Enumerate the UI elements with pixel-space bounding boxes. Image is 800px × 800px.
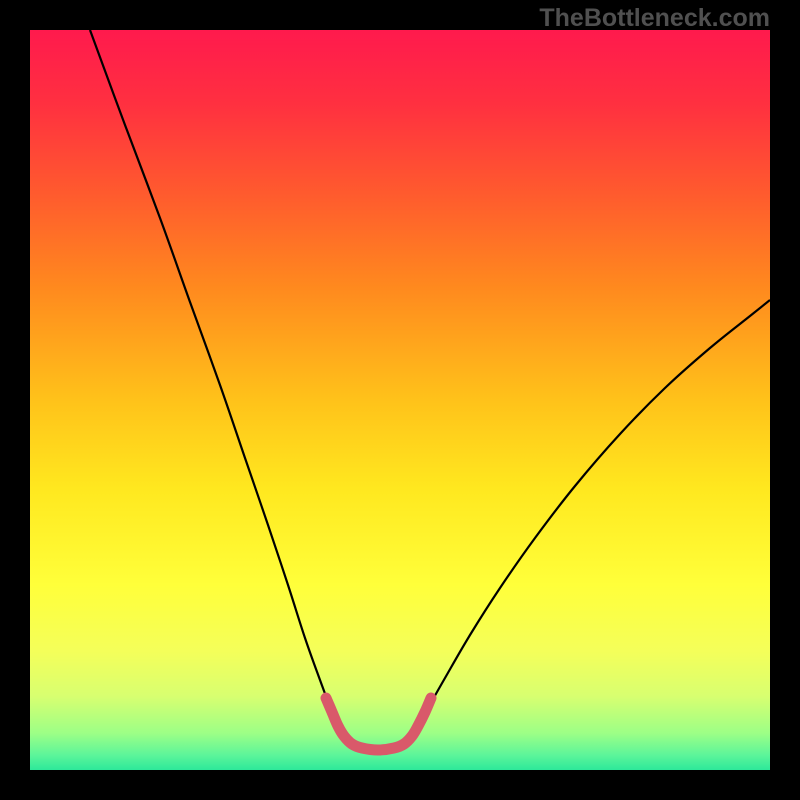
curve-layer bbox=[30, 30, 770, 770]
trough-highlight bbox=[326, 698, 431, 750]
watermark-text: TheBottleneck.com bbox=[539, 4, 770, 33]
left-curve bbox=[90, 30, 338, 726]
right-curve bbox=[418, 300, 770, 726]
plot-area bbox=[30, 30, 770, 770]
